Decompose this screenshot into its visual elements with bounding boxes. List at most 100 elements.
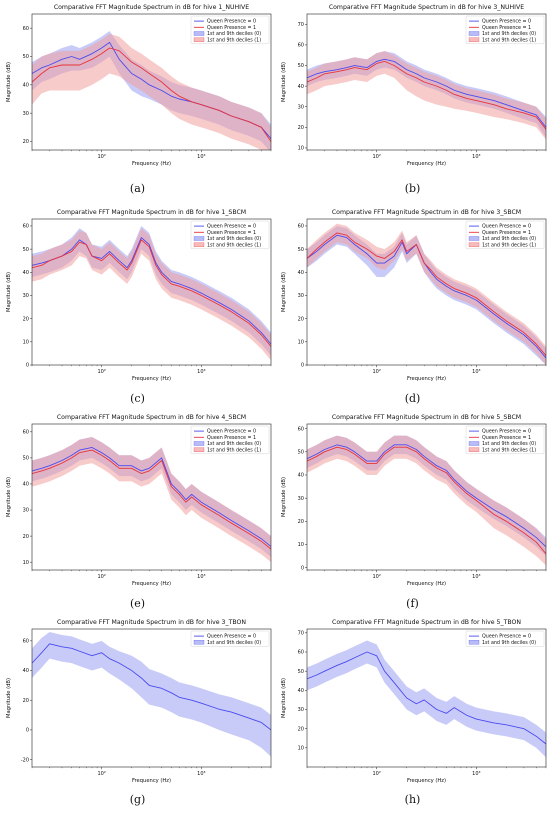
y-tick-label: 10 (23, 340, 29, 346)
legend-label: 1st and 9th deciles (0) (207, 441, 261, 447)
plot-frame (306, 423, 547, 571)
series-line-1 (32, 449, 271, 550)
y-tick-label: 0 (26, 728, 29, 734)
plot-frame (31, 423, 272, 571)
legend-band-swatch (468, 242, 480, 247)
legend-label: 1st and 9th deciles (1) (207, 37, 261, 43)
legend-band-swatch (193, 236, 205, 241)
plot-frame (31, 218, 272, 366)
y-tick-label: 30 (298, 707, 304, 713)
y-axis-label: Magnitude (dB) (281, 62, 287, 102)
series-line-0 (32, 237, 271, 345)
y-tick-label: 40 (298, 270, 304, 276)
legend-label: Queen Presence = 1 (482, 25, 531, 31)
x-axis-label: Frequency (Hz) (407, 778, 446, 784)
chart-svg-c: Comparative FFT Magnitude Spectrum in dB… (6, 209, 272, 382)
y-tick-label: 60 (298, 224, 304, 230)
y-tick-label: 0 (301, 565, 304, 571)
y-tick-label: 70 (298, 631, 304, 637)
plot-frame (31, 628, 272, 768)
x-axis-label: Frequency (Hz) (132, 581, 171, 587)
legend-band-swatch (193, 640, 205, 645)
legend-label: Queen Presence = 0 (482, 224, 531, 230)
y-axis-label: Magnitude (dB) (281, 272, 287, 312)
y-tick-label: 40 (298, 473, 304, 479)
panel-sublabel: (a) (129, 182, 146, 195)
chart-title: Comparative FFT Magnitude Spectrum in dB… (57, 619, 246, 626)
legend-label: 1st and 9th deciles (1) (482, 37, 536, 43)
y-tick-label: 20 (298, 316, 304, 322)
x-tick-label: 10³ (472, 771, 480, 777)
y-tick-label: 40 (23, 270, 29, 276)
y-tick-label: 20 (298, 726, 304, 732)
chart-title: Comparative FFT Magnitude Spectrum in dB… (329, 4, 524, 11)
x-tick-label: 10³ (197, 154, 205, 160)
y-axis-label: Magnitude (dB) (6, 272, 12, 312)
chart-title: Comparative FFT Magnitude Spectrum in dB… (54, 4, 249, 11)
legend-label: Queen Presence = 0 (207, 19, 256, 25)
chart-title: Comparative FFT Magnitude Spectrum in dB… (332, 209, 521, 216)
panel-sublabel: (d) (404, 392, 421, 405)
chart-svg-h: Comparative FFT Magnitude Spectrum in dB… (281, 619, 547, 784)
legend-band-swatch (468, 37, 480, 42)
y-tick-label: 10 (23, 560, 29, 566)
y-tick-label: -20 (21, 757, 29, 763)
chart-title: Comparative FFT Magnitude Spectrum in dB… (332, 619, 521, 626)
decile-band-0 (32, 631, 271, 757)
chart-svg-b: Comparative FFT Magnitude Spectrum in dB… (281, 4, 547, 167)
legend-label: 1st and 9th deciles (1) (482, 447, 536, 453)
x-tick-label: 10² (97, 154, 105, 160)
y-tick-label: 0 (301, 363, 304, 369)
y-tick-label: 40 (298, 688, 304, 694)
plot-frame (31, 13, 272, 151)
x-axis-label: Frequency (Hz) (132, 376, 171, 382)
y-tick-label: 30 (23, 111, 29, 117)
x-tick-label: 10² (97, 369, 105, 375)
legend-band-swatch (468, 31, 480, 36)
plot-frame (306, 13, 547, 151)
y-tick-label: 10 (298, 746, 304, 752)
legend-label: Queen Presence = 0 (482, 19, 531, 25)
y-tick-label: 50 (23, 247, 29, 253)
x-tick-label: 10² (97, 771, 105, 777)
legend-band-swatch (193, 37, 205, 42)
x-tick-label: 10² (372, 771, 380, 777)
legend-band-swatch (193, 447, 205, 452)
decile-band-1 (32, 437, 271, 563)
y-tick-label: 40 (23, 83, 29, 89)
chart-panel-a: Comparative FFT Magnitude Spectrum in dB… (0, 0, 275, 170)
x-tick-label: 10³ (197, 771, 205, 777)
series-line-1 (307, 232, 546, 357)
x-axis-label: Frequency (Hz) (407, 581, 446, 587)
x-tick-label: 10³ (472, 574, 480, 580)
legend-label: Queen Presence = 0 (207, 224, 256, 230)
y-tick-label: 20 (23, 698, 29, 704)
legend-label: Queen Presence = 1 (482, 230, 531, 236)
panel-sublabel: (c) (130, 392, 145, 405)
y-tick-label: 30 (23, 293, 29, 299)
y-tick-label: 60 (298, 426, 304, 432)
y-tick-label: 20 (23, 316, 29, 322)
x-axis-label: Frequency (Hz) (132, 161, 171, 167)
y-tick-label: 50 (23, 54, 29, 60)
chart-panel-f: Comparative FFT Magnitude Spectrum in dB… (275, 410, 550, 590)
y-tick-label: 60 (298, 650, 304, 656)
legend-band-swatch (193, 242, 205, 247)
x-axis-label: Frequency (Hz) (132, 778, 171, 784)
legend-label: Queen Presence = 1 (207, 230, 256, 236)
y-tick-label: 30 (298, 293, 304, 299)
legend-band-swatch (193, 441, 205, 446)
chart-title: Comparative FFT Magnitude Spectrum in dB… (332, 414, 521, 421)
chart-panel-g: Comparative FFT Magnitude Spectrum in dB… (0, 615, 275, 787)
y-tick-label: 70 (298, 22, 304, 28)
legend-label: Queen Presence = 0 (207, 634, 256, 640)
y-tick-label: 60 (23, 430, 29, 436)
chart-svg-f: Comparative FFT Magnitude Spectrum in dB… (281, 414, 547, 587)
legend-label: 1st and 9th deciles (1) (207, 447, 261, 453)
legend-band-swatch (468, 236, 480, 241)
x-tick-label: 10³ (197, 574, 205, 580)
